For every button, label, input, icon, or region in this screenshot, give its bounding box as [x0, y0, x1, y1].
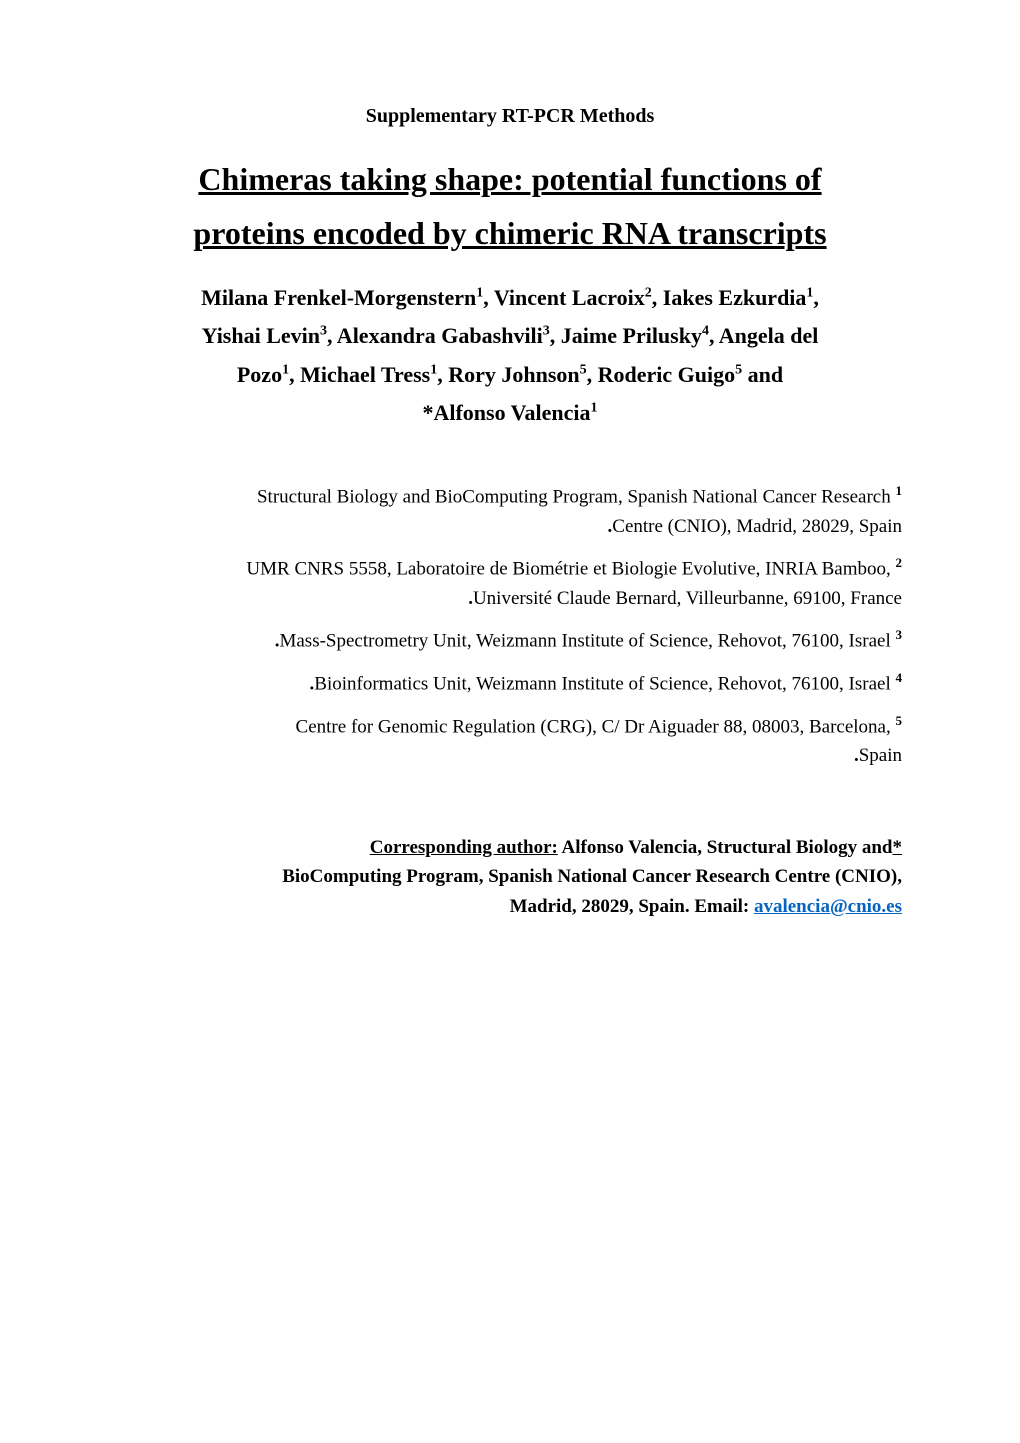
- author-sep: , Roderic Guigo: [587, 362, 736, 387]
- author-sep: ,: [813, 285, 819, 310]
- affiliation-sup: 1: [896, 483, 903, 498]
- authors-block: Milana Frenkel-Morgenstern 1 , Vincent Lac…: [118, 279, 902, 433]
- author-sup: 4: [702, 324, 709, 339]
- affiliation-text: Structural Biology and BioComputing Prog…: [257, 486, 896, 507]
- author-sep: , Iakes Ezkurdia: [652, 285, 807, 310]
- affiliation-sup: 4: [896, 670, 903, 685]
- author-sep: , Angela del: [709, 323, 818, 348]
- author-sup: 3: [320, 324, 327, 339]
- author-asterisk: *: [422, 400, 433, 425]
- author-name: Yishai Levin: [202, 323, 320, 348]
- affiliation-text: Spain: [859, 745, 902, 766]
- supplementary-label: Supplementary RT-PCR Methods: [118, 105, 902, 128]
- affiliation-text: Bioinformatics Unit, Weizmann Institute …: [314, 673, 895, 694]
- affiliation-text: Centre for Genomic Regulation (CRG), C/ …: [296, 716, 896, 737]
- title-line-1: Chimeras taking shape: potential functio…: [198, 161, 821, 197]
- author-sup: 3: [543, 324, 550, 339]
- affiliation-4: .Bioinformatics Unit, Weizmann Institute…: [118, 668, 902, 699]
- author-sep: , Jaime Prilusky: [550, 323, 702, 348]
- author-sep: , Rory Johnson: [437, 362, 579, 387]
- corresponding-asterisk: *: [893, 837, 903, 858]
- author-sep: , Vincent Lacroix: [483, 285, 645, 310]
- corresponding-body: Madrid, 28029, Spain. Email:: [510, 896, 754, 917]
- affiliation-text: Université Claude Bernard, Villeurbanne,…: [473, 588, 902, 609]
- affiliation-text: Centre (CNIO), Madrid, 28029, Spain: [612, 516, 902, 537]
- author-name: Alfonso Valencia: [433, 400, 590, 425]
- author-sup: 1: [282, 362, 289, 377]
- author-name: Pozo: [237, 362, 282, 387]
- corresponding-email-link[interactable]: avalencia@cnio.es: [754, 896, 902, 917]
- affiliation-text: UMR CNRS 5558, Laboratoire de Biométrie …: [246, 558, 895, 579]
- affiliation-5: Centre for Genomic Regulation (CRG), C/ …: [118, 711, 902, 771]
- affiliation-sup: 5: [896, 713, 903, 728]
- corresponding-body: BioComputing Program, Spanish National C…: [282, 866, 902, 887]
- affiliations-block: Structural Biology and BioComputing Prog…: [118, 481, 902, 771]
- affiliation-sup: 2: [896, 555, 903, 570]
- author-sep: and: [742, 362, 783, 387]
- author-name: Milana Frenkel-Morgenstern: [201, 285, 476, 310]
- affiliation-1: Structural Biology and BioComputing Prog…: [118, 481, 902, 541]
- author-sup: 1: [591, 401, 598, 416]
- author-sep: , Alexandra Gabashvili: [327, 323, 543, 348]
- corresponding-label: Corresponding author:: [370, 837, 558, 858]
- title-line-2: proteins encoded by chimeric RNA transcr…: [193, 215, 826, 251]
- author-sup: 5: [580, 362, 587, 377]
- affiliation-2: UMR CNRS 5558, Laboratoire de Biométrie …: [118, 553, 902, 613]
- affiliation-text: Mass-Spectrometry Unit, Weizmann Institu…: [279, 631, 895, 652]
- affiliation-sup: 3: [896, 627, 903, 642]
- author-sep: , Michael Tress: [289, 362, 430, 387]
- corresponding-body: Alfonso Valencia, Structural Biology and: [558, 837, 893, 858]
- author-sup: 2: [645, 285, 652, 300]
- affiliation-3: .Mass-Spectrometry Unit, Weizmann Instit…: [118, 625, 902, 656]
- paper-title: Chimeras taking shape: potential functio…: [118, 152, 902, 261]
- corresponding-author-block: Corresponding author: Alfonso Valencia, …: [118, 833, 902, 921]
